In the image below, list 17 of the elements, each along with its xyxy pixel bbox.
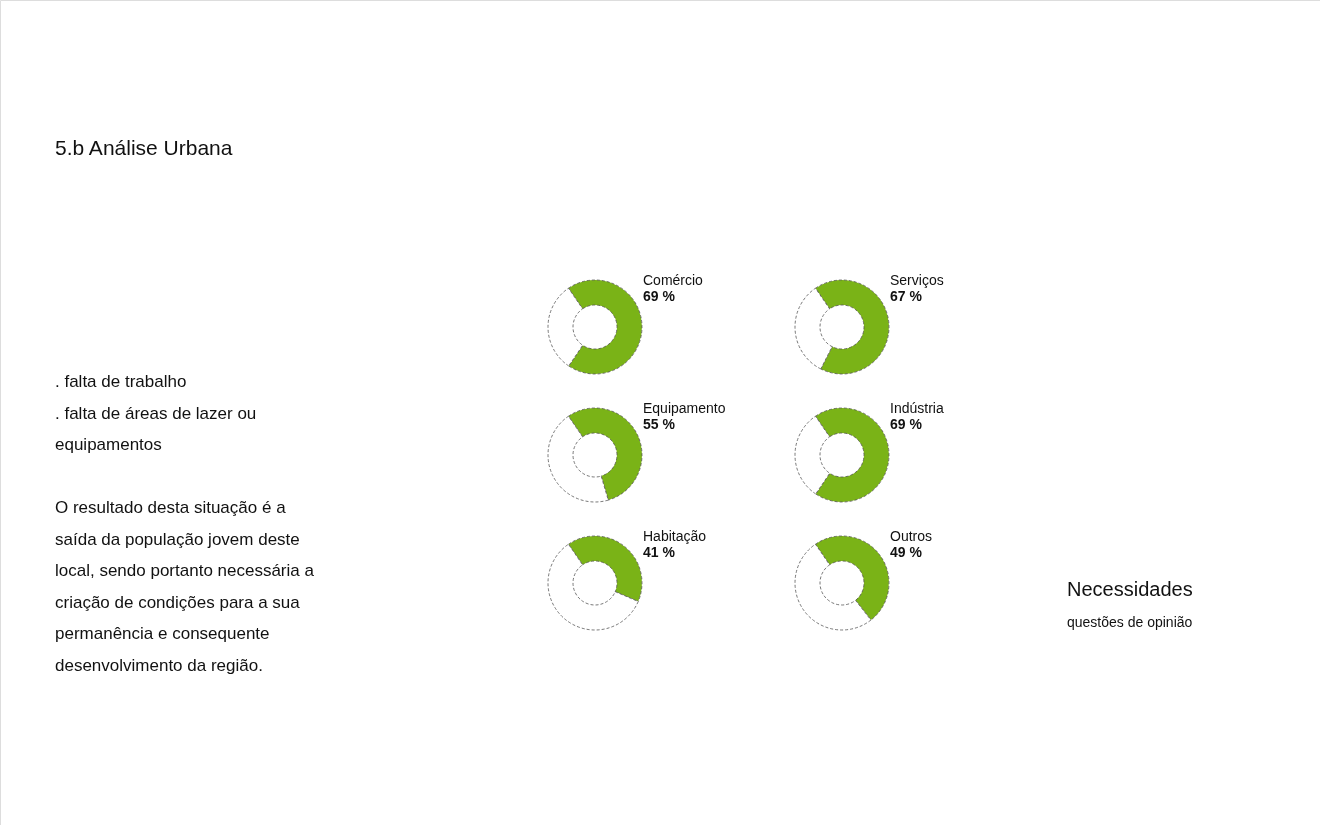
text: questões de opinião	[1067, 614, 1193, 630]
data-label: 41 %	[643, 544, 676, 560]
chart-title: Serviços	[890, 272, 944, 288]
text: Necessidades	[1067, 578, 1193, 600]
text: 5.b Análise Urbana	[55, 136, 233, 159]
text: . falta de trabalho . falta de áreas de lazer ou equipamentos	[55, 372, 257, 454]
data-label: 69 %	[890, 416, 923, 432]
data-label: 69 %	[643, 288, 676, 304]
data-label: 67 %	[890, 288, 923, 304]
chart-title: Indústria	[890, 400, 944, 416]
data-label: 55 %	[643, 416, 676, 432]
data-label: 49 %	[890, 544, 923, 560]
chart-title: Habitação	[643, 528, 707, 544]
chart-title: Equipamento	[643, 400, 726, 416]
chart-title: Comércio	[643, 272, 704, 288]
chart-title: Outros	[890, 528, 933, 544]
text: O resultado desta situação é a saída da população jovem deste local, sendo portanto necessária a criação de condições para a sua permanência e consequente desenvolvimento da região.	[55, 498, 315, 675]
